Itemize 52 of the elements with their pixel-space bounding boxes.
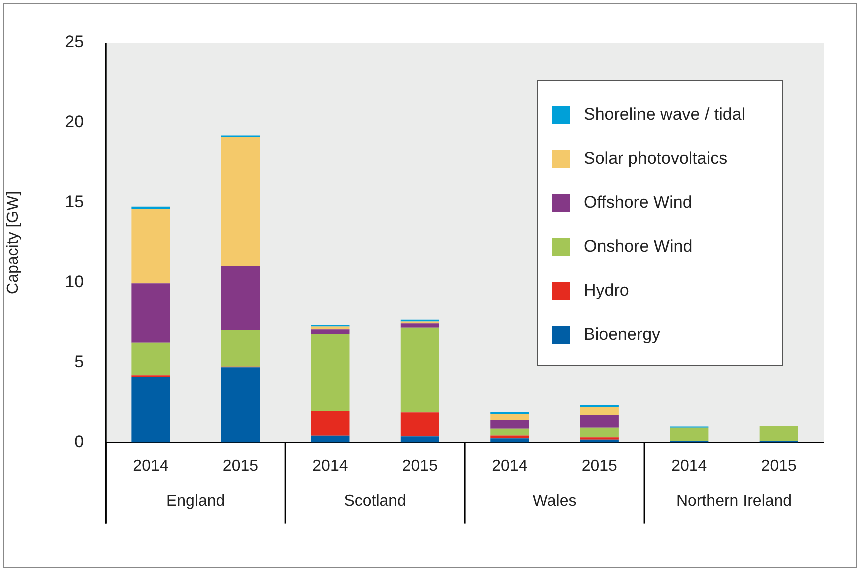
y-axis-title: Capacity [GW] <box>5 191 22 294</box>
x-tick-label: 2015 <box>582 458 618 475</box>
y-tick-label: 25 <box>65 32 84 52</box>
bar <box>311 334 350 412</box>
x-tick-label: 2015 <box>761 458 798 475</box>
text: Scotland <box>344 493 406 510</box>
text: England <box>166 493 226 510</box>
bar <box>311 411 350 436</box>
bar <box>490 428 530 436</box>
bar <box>132 206 170 210</box>
x-tick-label: 2014 <box>312 458 348 475</box>
x-tick-label: 2015 <box>402 458 438 475</box>
legend-label: Shoreline wave / tidal <box>584 105 746 125</box>
x-tick-label: 2014 <box>133 458 169 475</box>
bar <box>490 414 530 420</box>
bar <box>311 326 350 330</box>
bar <box>580 415 619 428</box>
y-tick-label: 15 <box>65 192 84 212</box>
y-tick-label: 0 <box>74 432 84 452</box>
legend-label: Bioenergy <box>584 325 661 345</box>
bar <box>580 407 619 416</box>
bar <box>400 324 440 328</box>
legend-label: Hydro <box>584 281 630 301</box>
bar <box>400 436 440 443</box>
y-tick-label: 20 <box>65 112 84 132</box>
bar <box>400 328 440 413</box>
bar <box>221 330 260 367</box>
bar <box>311 436 350 443</box>
bar <box>132 377 170 443</box>
bar <box>132 209 170 284</box>
bar <box>221 368 260 443</box>
bar <box>490 438 530 443</box>
bar <box>221 137 260 266</box>
y-tick-label: 5 <box>74 352 84 372</box>
bar <box>132 342 170 376</box>
bar <box>670 428 709 442</box>
bar <box>311 330 350 334</box>
bar <box>760 426 798 442</box>
y-tick-label: 10 <box>65 272 84 292</box>
x-tick-label: 2014 <box>672 458 708 475</box>
text: Northern Ireland <box>676 493 792 510</box>
bar <box>580 428 619 438</box>
x-tick-label: 2014 <box>492 458 528 475</box>
text: Wales <box>532 493 577 510</box>
legend-label: Onshore Wind <box>584 237 693 257</box>
bar <box>400 412 440 437</box>
legend-label: Offshore Wind <box>584 193 692 213</box>
x-tick-label: 2015 <box>222 458 259 475</box>
bar <box>132 284 170 343</box>
bar <box>221 266 260 330</box>
legend-label: Solar photovoltaics <box>584 149 728 169</box>
bar <box>490 420 530 429</box>
